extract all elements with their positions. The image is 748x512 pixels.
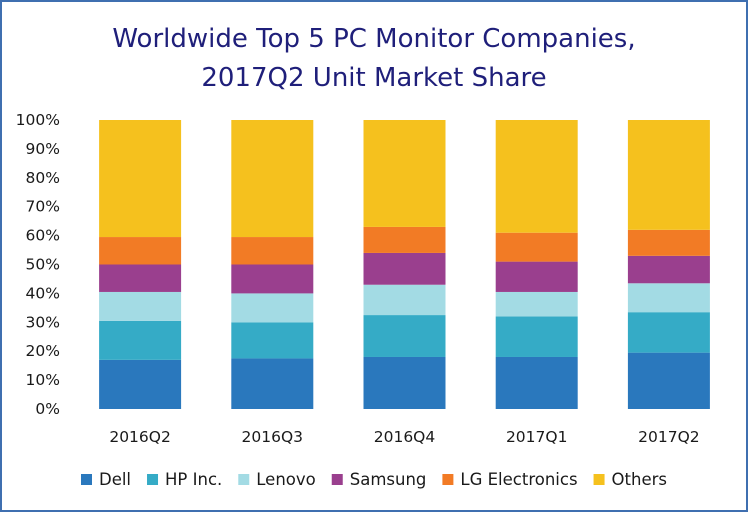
legend-label: Dell (99, 470, 131, 489)
bar-segment-others-2016q2 (99, 120, 182, 238)
legend-item-hp-inc-: HP Inc. (147, 470, 222, 489)
bar-segment-others-2016q4 (363, 120, 446, 227)
bar-segment-lg-electronics-2016q3 (231, 237, 314, 265)
x-axis: 2016Q2 2016Q3 2016Q4 2017Q1 2017Q2 (109, 428, 699, 446)
bar-segment-lenovo-2016q2 (99, 291, 182, 321)
legend-item-lg-electronics: LG Electronics (442, 470, 578, 489)
bar-segment-lenovo-2017q2 (627, 283, 710, 313)
bar-segment-lg-electronics-2016q2 (99, 237, 182, 265)
legend: Dell HP Inc. Lenovo Samsung LG Electronics Ot… (80, 470, 667, 489)
bar-segment-lenovo-2017q1 (495, 291, 578, 317)
x-tick-label: 2017Q1 (506, 428, 568, 446)
y-tick-label: 20% (26, 342, 60, 360)
chart-subtitle: 2017Q2 Unit Market Share (201, 63, 546, 93)
bar-segment-hp-inc--2016q2 (99, 320, 182, 360)
y-tick-label: 40% (26, 284, 60, 302)
bar-segment-dell-2016q2 (99, 359, 182, 409)
legend-label: LG Electronics (460, 470, 577, 489)
legend-label: HP Inc. (165, 470, 222, 489)
y-tick-label: 0% (35, 400, 60, 418)
legend-swatch (442, 474, 454, 485)
y-tick-label: 80% (26, 169, 60, 187)
bar-segment-others-2017q1 (495, 120, 578, 233)
legend-label: Samsung (350, 470, 427, 489)
bar-segment-others-2016q3 (231, 120, 314, 238)
bar-segment-dell-2017q2 (627, 352, 710, 409)
legend-swatch (593, 474, 605, 485)
bar-segment-others-2017q2 (627, 120, 710, 230)
bar-segment-samsung-2016q2 (99, 264, 182, 292)
legend-item-others: Others (593, 470, 667, 489)
x-tick-label: 2016Q4 (374, 428, 436, 446)
bar-segment-hp-inc--2017q1 (495, 316, 578, 357)
legend-item-lenovo: Lenovo (238, 470, 316, 489)
legend-swatch (147, 474, 159, 485)
bar-segment-hp-inc--2016q4 (363, 315, 446, 357)
y-tick-label: 50% (26, 256, 60, 274)
bar-segment-samsung-2016q4 (363, 252, 446, 285)
x-tick-label: 2016Q2 (109, 428, 171, 446)
legend-items: Dell HP Inc. Lenovo Samsung LG Electronics Ot… (80, 470, 667, 489)
bar-segment-lg-electronics-2017q2 (627, 229, 710, 256)
y-axis: 0% 10% 20% 30% 40% 50% 60% 70% 80% 90% 100% (16, 111, 60, 418)
x-tick-label: 2016Q3 (242, 428, 304, 446)
bar-segment-lg-electronics-2017q1 (495, 232, 578, 262)
y-tick-label: 100% (16, 111, 60, 129)
legend-item-samsung: Samsung (331, 470, 427, 489)
bar-segment-samsung-2016q3 (231, 264, 314, 294)
bar-segment-samsung-2017q2 (627, 255, 710, 284)
legend-swatch (331, 474, 343, 485)
bar-segment-samsung-2017q1 (495, 261, 578, 292)
bar-segment-dell-2016q3 (231, 358, 314, 409)
legend-swatch (238, 474, 250, 485)
y-tick-label: 90% (26, 140, 60, 158)
y-tick-label: 60% (26, 227, 60, 245)
bars (99, 120, 710, 409)
legend-label: Lenovo (256, 470, 315, 489)
chart-title: Worldwide Top 5 PC Monitor Companies, (112, 24, 635, 54)
legend-swatch (80, 474, 92, 485)
x-tick-label: 2017Q2 (638, 428, 700, 446)
bar-segment-dell-2016q4 (363, 356, 446, 409)
bar-segment-dell-2017q1 (495, 356, 578, 409)
y-tick-label: 10% (26, 371, 60, 389)
bar-segment-lenovo-2016q3 (231, 293, 314, 323)
bar-segment-hp-inc--2016q3 (231, 322, 314, 359)
bar-segment-hp-inc--2017q2 (627, 312, 710, 353)
legend-label: Others (612, 470, 667, 489)
bar-segment-lg-electronics-2016q4 (363, 226, 446, 253)
legend-item-dell: Dell (80, 470, 131, 489)
y-tick-label: 30% (26, 313, 60, 331)
y-tick-label: 70% (26, 198, 60, 216)
bar-segment-lenovo-2016q4 (363, 284, 446, 316)
